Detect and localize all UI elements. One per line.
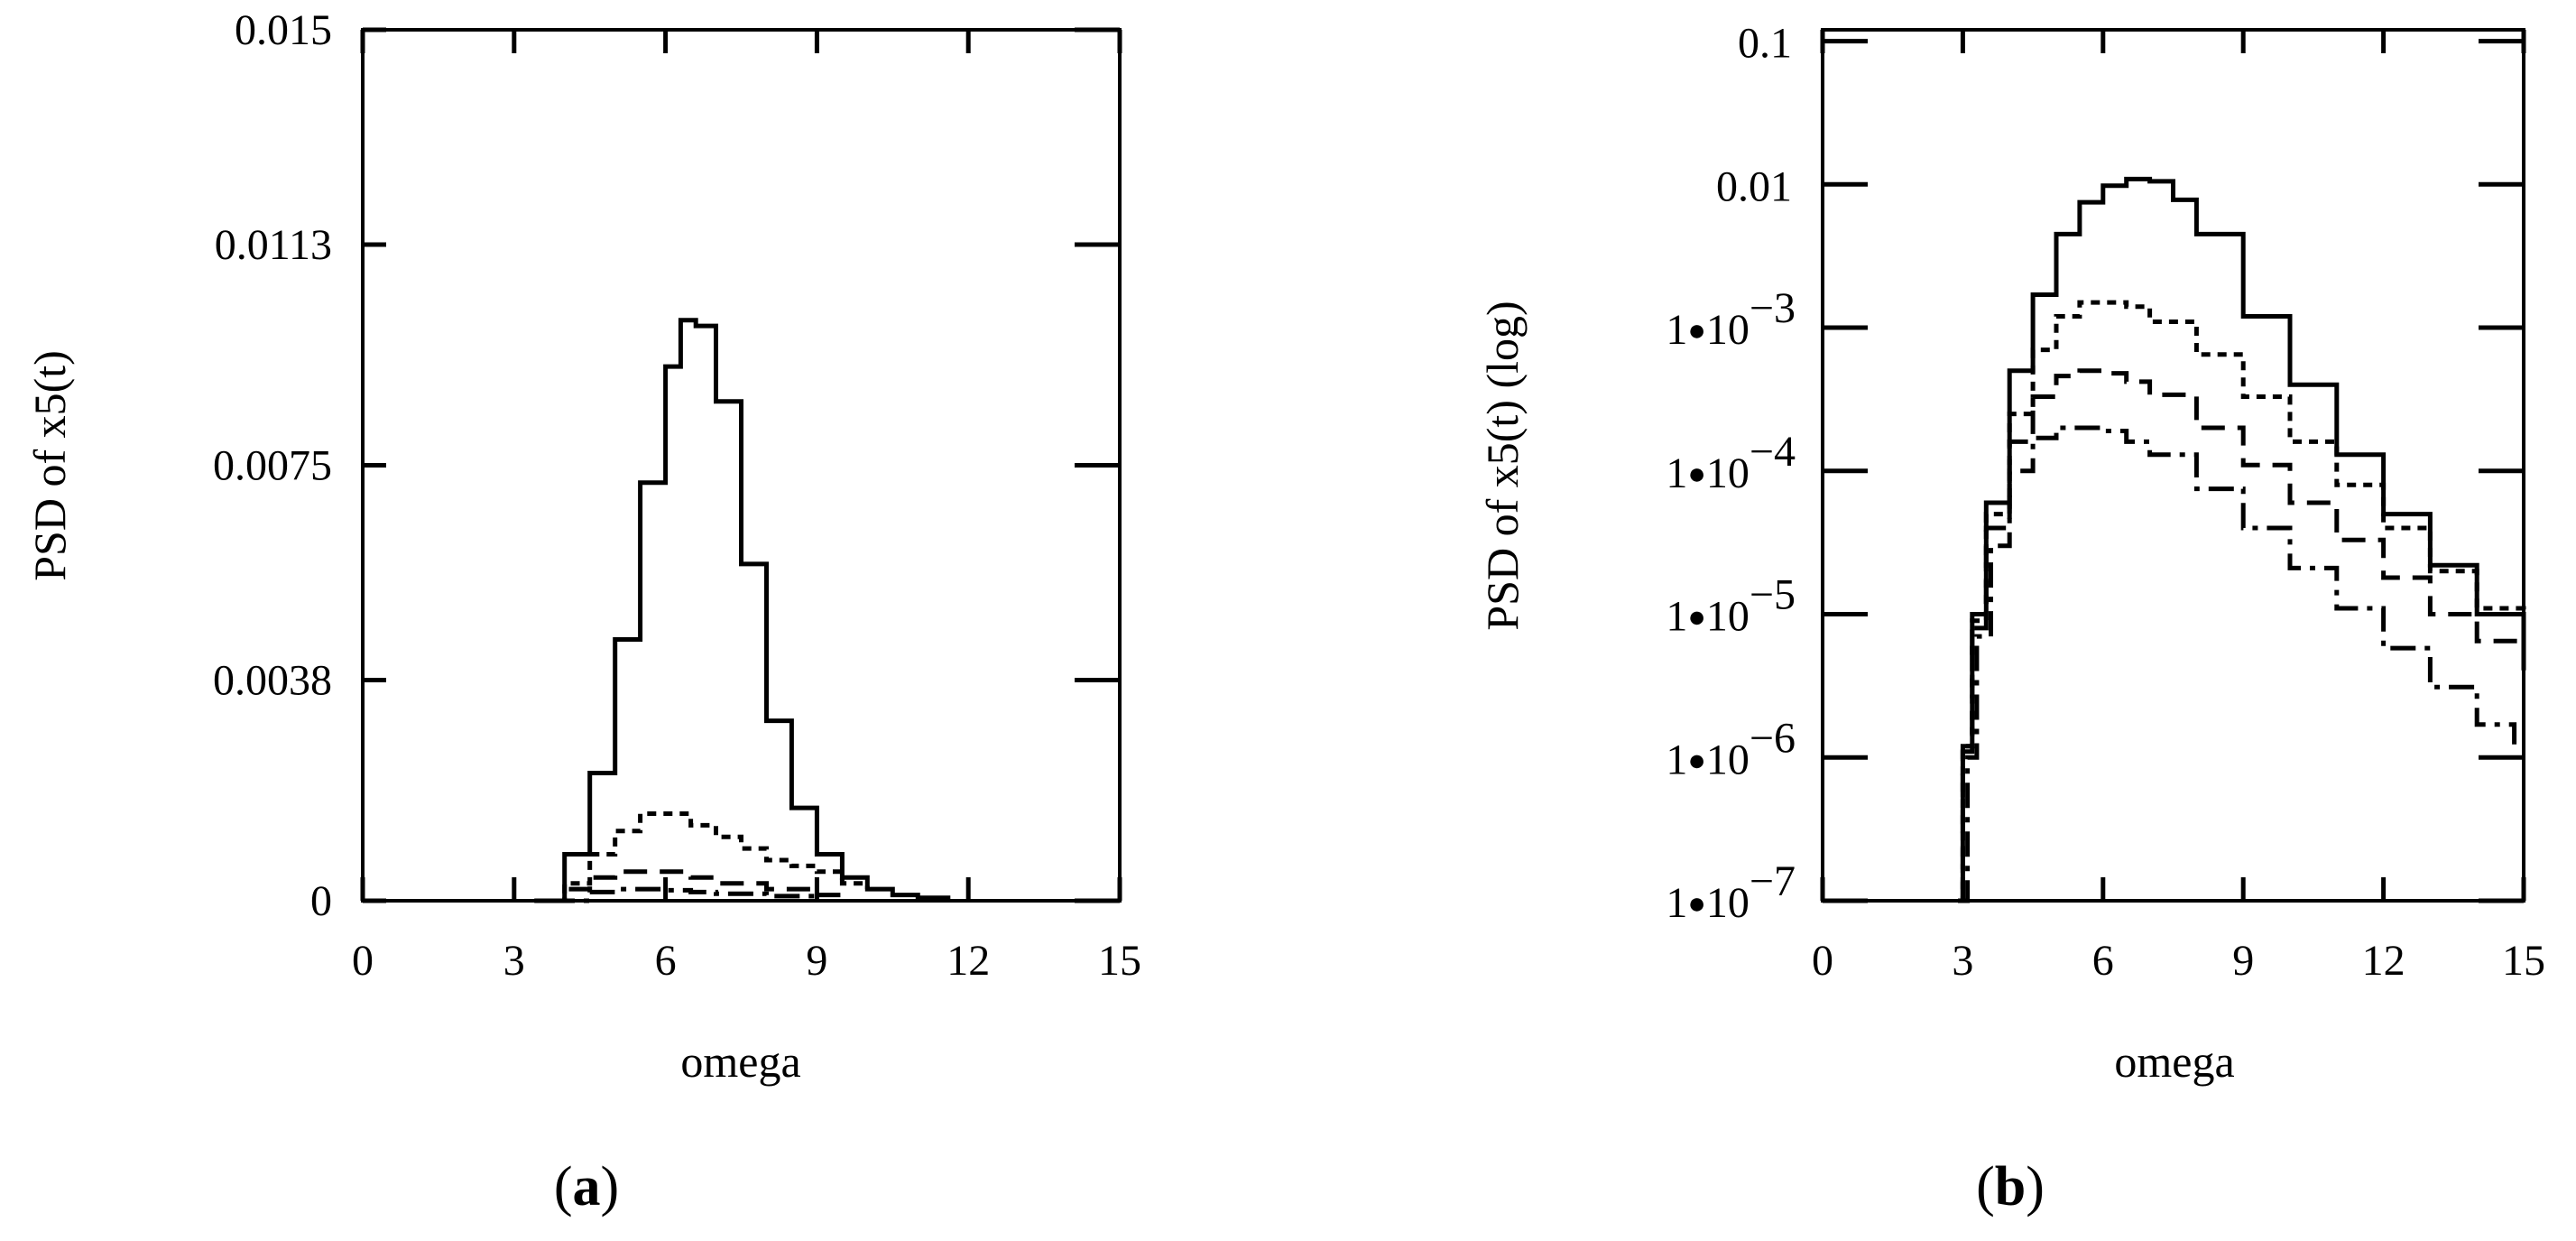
panel-b-x-tick-label: 15 [2502, 937, 2545, 985]
panel-b-y-axis-label: PSD of x5(t) (log) [1477, 301, 1528, 630]
panel-b-x-tick-label: 3 [1952, 937, 1973, 985]
panel-a-series [534, 318, 951, 903]
panel-a-x-axis-label: omega [680, 1036, 800, 1087]
panel-b-y-tick-labels: 0.1 0.01 1●10−3 1●10−4 1●10−5 1●10−6 1●10−7 [1666, 20, 1796, 927]
panel-b-y-tick-label: 0.1 [1738, 20, 1792, 68]
panel-b-label: (b) [1976, 1156, 2045, 1218]
panel-a-ticks [360, 27, 1122, 903]
panel-b-x-tick-labels: 0 3 6 9 12 15 [1812, 937, 2545, 985]
panel-a-x-tick-label: 3 [503, 937, 525, 985]
panel-b-ticks [1820, 30, 2526, 903]
panel-a-series-dashed [544, 869, 845, 903]
panel-a-y-tick-labels: 0 0.0038 0.0075 0.0113 0.015 [213, 6, 332, 925]
panel-b-plot-frame [1821, 28, 2525, 903]
panel-b-y-tick-label: 1●10−7 [1666, 857, 1796, 927]
panel-a-y-tick-label: 0.015 [235, 6, 332, 54]
panel-a-y-tick-label: 0.0038 [213, 657, 332, 705]
panel-b-x-tick-label: 12 [2362, 937, 2405, 985]
panel-a-y-tick-label: 0 [310, 877, 332, 925]
panel-b-series-dotted [1958, 300, 2526, 903]
panel-a-series-solid [534, 318, 951, 903]
panel-a-label: (a) [554, 1156, 619, 1218]
panel-a-x-tick-label: 15 [1098, 937, 1141, 985]
panel-a-y-tick-label: 0.0113 [215, 221, 332, 269]
panel-a-series-dash-dot [549, 886, 819, 903]
panel-a-x-tick-label: 6 [655, 937, 677, 985]
panel-b-series-solid [1958, 176, 2526, 903]
panel-a-y-tick-label: 0.0075 [213, 442, 332, 490]
panel-b-x-tick-label: 6 [2092, 937, 2114, 985]
panel-b-x-tick-label: 0 [1812, 937, 1833, 985]
panel-a-x-tick-labels: 0 3 6 9 12 15 [352, 937, 1141, 985]
panel-b-chart: 0 3 6 9 12 15 0.1 0.01 1●10−3 1●10−4 1●10−5 1●10−6… [1477, 20, 2545, 1218]
panel-b-series [1958, 176, 2526, 903]
panel-a-series-dotted [539, 811, 870, 903]
panel-b-y-tick-label: 1●10−3 [1666, 284, 1796, 354]
panel-b-x-axis-label: omega [2114, 1036, 2234, 1087]
panel-a-x-tick-label: 9 [806, 937, 827, 985]
panel-b-series-dashed [1958, 368, 2526, 903]
panel-a-y-axis-label: PSD of x5(t) [24, 350, 75, 581]
panel-b-x-tick-label: 9 [2232, 937, 2254, 985]
panel-a-x-tick-label: 12 [946, 937, 990, 985]
panel-b-y-tick-label: 1●10−4 [1666, 428, 1796, 497]
panel-b-y-tick-label: 1●10−5 [1666, 571, 1796, 641]
panel-b-y-tick-label: 1●10−6 [1666, 714, 1796, 783]
panel-a-x-tick-label: 0 [352, 937, 374, 985]
panel-b-y-tick-label: 0.01 [1716, 162, 1792, 210]
panel-b-series-dash-dot [1962, 425, 2517, 903]
